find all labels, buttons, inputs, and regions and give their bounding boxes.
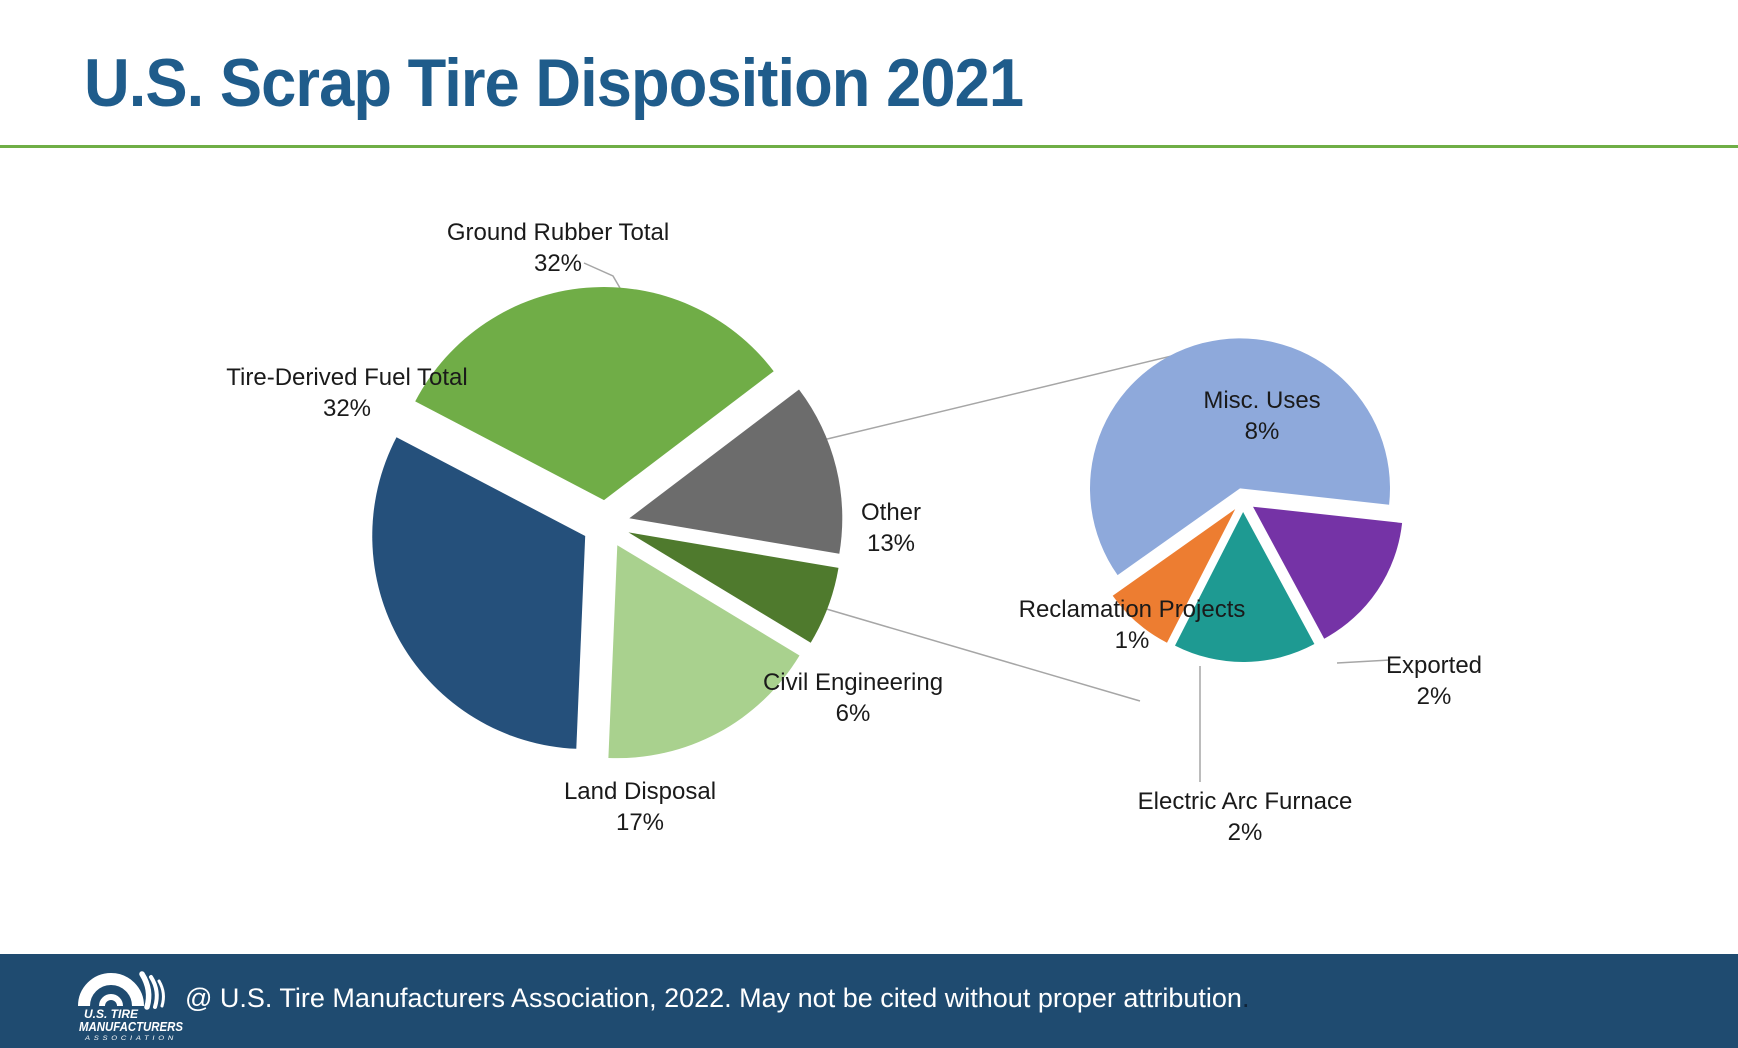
slice-label-text: Reclamation Projects — [1018, 596, 1246, 623]
slice-pct-text: 17% — [615, 808, 665, 836]
attribution-text: @ U.S. Tire Manufacturers Association, 2… — [185, 983, 1249, 1014]
leader-line-ground-rubber — [583, 262, 621, 289]
pie-slice-tire-derived-fuel-total — [372, 437, 586, 749]
label-reclamation-projects: Reclamation Projects 1% — [1019, 595, 1246, 656]
slice-pct-text: 13% — [866, 529, 916, 557]
pie-slice-ground-rubber-total — [415, 287, 774, 501]
pie-slice-reclamation-projects — [1112, 509, 1236, 643]
tire-inner-arch-icon — [99, 994, 123, 1007]
logo-line3: ASSOCIATION — [84, 1036, 177, 1042]
label-tire-derived-fuel-total: Tire-Derived Fuel Total 32% — [226, 363, 467, 424]
label-land-disposal: Land Disposal 17% — [564, 777, 716, 838]
attribution-main: @ U.S. Tire Manufacturers Association, 2… — [185, 983, 1242, 1013]
label-exported: Exported 2% — [1386, 651, 1482, 712]
secondary-pie — [1089, 338, 1403, 662]
slice-label-text: Misc. Uses — [1203, 387, 1321, 414]
connector-line-bottom — [822, 607, 1141, 702]
attribution-period: . — [1241, 983, 1250, 1013]
tread-swoosh-icon — [139, 971, 152, 1010]
label-ground-rubber-total: Ground Rubber Total 32% — [447, 218, 669, 279]
slice-pct-text: 2% — [1416, 682, 1452, 710]
tire-arch-icon — [78, 973, 144, 1007]
slice-label-text: Land Disposal — [563, 778, 717, 805]
slice-pct-text: 2% — [1227, 818, 1263, 846]
slice-pct-text: 1% — [1114, 626, 1150, 654]
label-civil-engineering: Civil Engineering 6% — [763, 668, 943, 729]
slice-label-text: Ground Rubber Total — [446, 219, 670, 246]
label-other: Other 13% — [861, 498, 921, 559]
slice-label-text: Electric Arc Furnace — [1137, 788, 1353, 815]
page-title: U.S. Scrap Tire Disposition 2021 — [84, 45, 1024, 121]
slice-pct-text: 32% — [322, 394, 372, 422]
label-misc-uses: Misc. Uses 8% — [1203, 386, 1320, 447]
leader-line-exported — [1336, 659, 1391, 664]
tread-swoosh-icon — [157, 979, 165, 1008]
logo-line2: MANUFACTURERS — [79, 1020, 184, 1034]
main-pie — [372, 287, 843, 759]
label-electric-arc-furnace: Electric Arc Furnace 2% — [1138, 787, 1353, 848]
slice-label-text: Exported — [1385, 652, 1483, 679]
title-underline — [0, 145, 1738, 148]
tread-swoosh-icon — [149, 975, 159, 1009]
slice-pct-text: 6% — [835, 699, 871, 727]
pie-slice-land-disposal — [608, 545, 800, 759]
logo-line1: U.S. TIRE — [84, 1007, 139, 1021]
slice-label-text: Civil Engineering — [762, 669, 944, 696]
slice-pct-text: 32% — [533, 249, 583, 277]
pie-slice-civil-engineering — [628, 532, 839, 643]
slice-pct-text: 8% — [1244, 417, 1280, 445]
pie-slice-other — [629, 389, 843, 554]
pie-slice-exported — [1253, 506, 1403, 639]
slice-label-text: Other — [860, 499, 922, 526]
slice-label-text: Tire-Derived Fuel Total — [226, 364, 468, 391]
pie-slice-misc-uses — [1089, 338, 1390, 576]
pie-slice-electric-arc-furnace — [1175, 512, 1315, 662]
footer-bar — [0, 954, 1738, 1048]
ustma-logo: U.S. TIRE MANUFACTURERS ASSOCIATION — [78, 971, 184, 1042]
